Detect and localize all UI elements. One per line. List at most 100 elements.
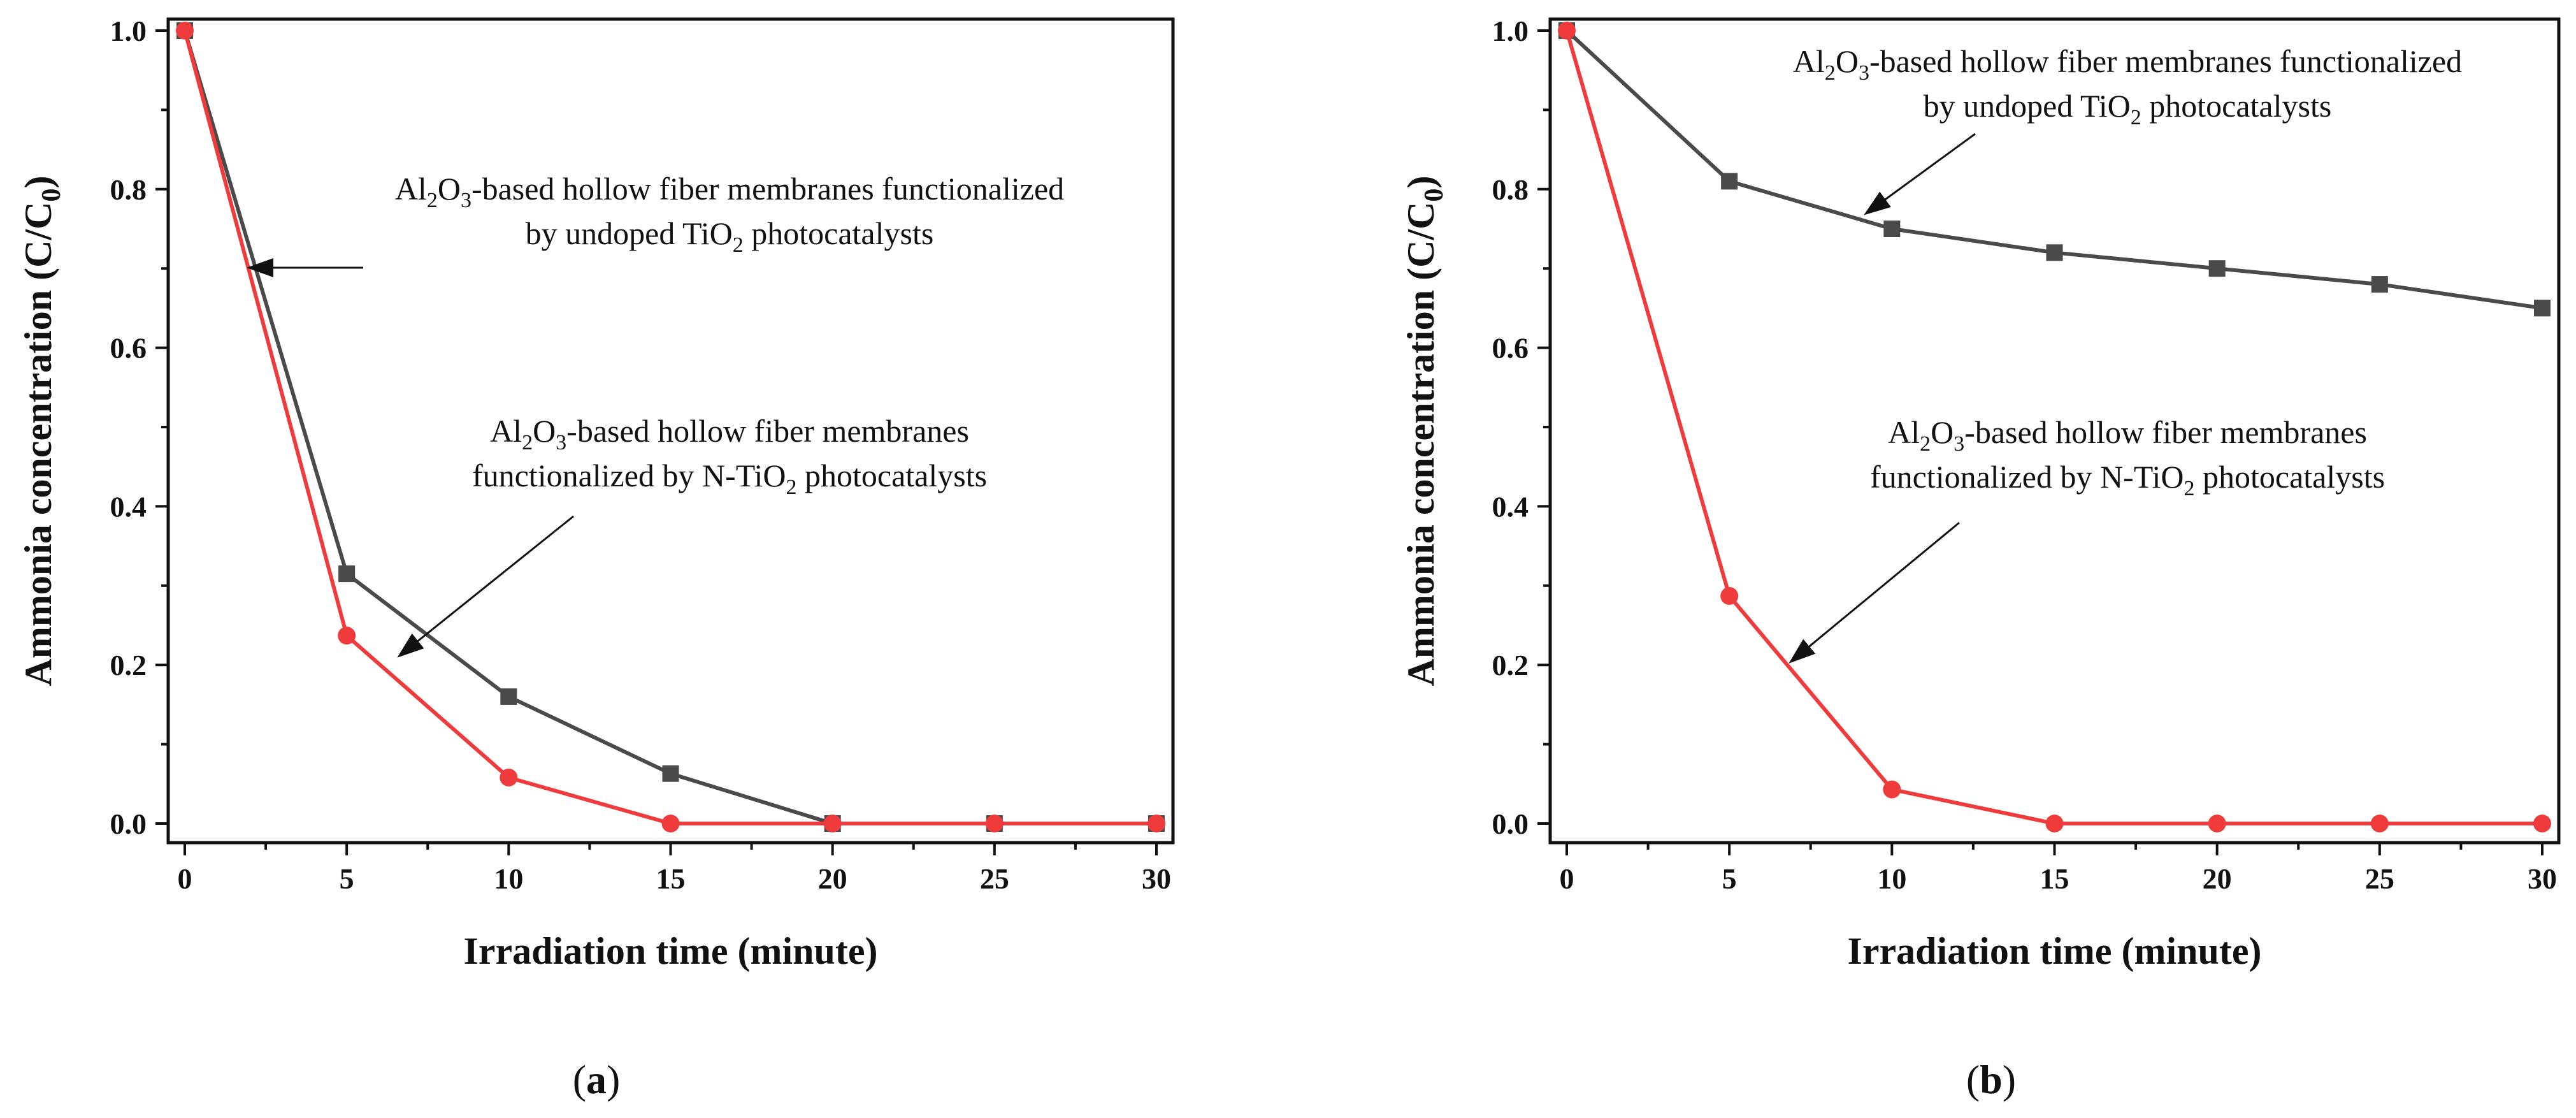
x-tick-label: 10: [494, 862, 523, 895]
text-run: -based hollow fiber membranes functional…: [1869, 43, 2462, 79]
text-run: (: [1966, 1057, 1980, 1102]
text-run: (: [573, 1057, 586, 1102]
subscript: 2: [522, 431, 533, 454]
annotation-line: Al2O3-based hollow fiber membranes: [490, 413, 969, 454]
text-run: ): [607, 1057, 620, 1102]
x-tick-label: 25: [2365, 862, 2394, 895]
text-run: O: [1836, 43, 1859, 79]
y-tick-label: 0.8: [1492, 173, 1529, 206]
x-axis-title: Irradiation time (minute): [1848, 930, 2262, 972]
annotation-arrow: [1864, 133, 1976, 215]
text-run: ): [17, 176, 59, 189]
text-run: O: [533, 413, 556, 449]
text-run: photocatalysts: [796, 458, 987, 493]
subscript: 3: [461, 189, 471, 212]
text-run: -based hollow fiber membranes: [1964, 414, 2367, 450]
data-point-square: [500, 688, 517, 705]
subscript: 2: [786, 476, 796, 499]
data-point-square: [1883, 221, 1901, 237]
text-run: -based hollow fiber membranes functional…: [471, 171, 1064, 207]
x-tick-label: 20: [2203, 862, 2232, 895]
text-run: by undoped TiO: [1924, 88, 2131, 124]
data-point-circle: [1148, 815, 1165, 832]
subscript: 0: [1420, 189, 1449, 202]
text-run: ): [2003, 1057, 2016, 1102]
x-tick-label: 30: [2528, 862, 2557, 895]
x-tick-label: 10: [1877, 862, 1906, 895]
y-tick-label: 0.6: [1492, 332, 1529, 365]
subscript: 0: [37, 189, 66, 202]
x-axis-title: Irradiation time (minute): [464, 930, 878, 972]
annotation-line: Al2O3-based hollow fiber membranes funct…: [1793, 43, 2462, 85]
x-tick-label: 15: [2040, 862, 2069, 895]
annotation-line: functionalized by N-TiO2 photocatalysts: [472, 458, 987, 499]
y-axis-title: Ammonia concentration (C/C0): [1400, 176, 1449, 686]
data-point-circle: [338, 627, 356, 645]
text-run: Al: [490, 413, 522, 449]
y-tick-label: 0.0: [1492, 808, 1529, 840]
text-run: photocatalysts: [2194, 459, 2385, 495]
annotation-line: by undoped TiO2 photocatalysts: [1924, 88, 2332, 129]
data-point-square: [662, 765, 679, 782]
subscript: 2: [1920, 432, 1931, 456]
y-tick-label: 0.8: [110, 173, 147, 206]
subscript: 2: [733, 233, 744, 257]
data-point-circle: [661, 815, 680, 832]
subscript: 3: [1859, 61, 1869, 85]
annotation-line: by undoped TiO2 photocatalysts: [526, 215, 934, 257]
annotation-line: functionalized by N-TiO2 photocatalysts: [1870, 459, 2385, 500]
data-point-circle: [823, 815, 842, 832]
x-tick-label: 30: [1142, 862, 1171, 895]
text-run: functionalized by N-TiO: [472, 458, 786, 493]
annotation-arrow: [397, 515, 574, 658]
chart-panel-b: 0 5 10 15 20 25 300.00.20.40.60.81.0Al2O3-base…: [1400, 15, 2561, 1102]
y-tick-label: 0.2: [1492, 649, 1529, 681]
subscript: 2: [1825, 61, 1836, 85]
data-point-square: [2208, 260, 2226, 277]
data-point-square: [1721, 173, 1738, 190]
data-point-circle: [2208, 815, 2226, 832]
data-point-circle: [2370, 815, 2389, 832]
data-point-circle: [2045, 815, 2064, 832]
data-point-circle: [500, 768, 518, 787]
x-tick-label: 20: [818, 862, 847, 895]
text-run: functionalized by N-TiO: [1870, 459, 2184, 495]
x-tick-label: 0: [1560, 862, 1574, 895]
data-point-square: [2371, 276, 2388, 293]
data-point-circle: [1720, 586, 1739, 605]
data-point-circle: [1883, 780, 1901, 799]
y-axis-title-group: Ammonia concentration (C/C0): [1400, 176, 1449, 686]
y-tick-label: 0.4: [1492, 490, 1529, 523]
y-tick-label: 1.0: [1492, 15, 1529, 47]
annotation-arrow: [1788, 521, 1960, 664]
annotation-line: Al2O3-based hollow fiber membranes funct…: [395, 171, 1064, 212]
text-run: photocatalysts: [2141, 88, 2332, 124]
y-axis-title: Ammonia concentration (C/C0): [17, 176, 66, 686]
y-axis-title-group: Ammonia concentration (C/C0): [17, 176, 66, 686]
data-point-square: [2046, 244, 2063, 261]
text-run: photocatalysts: [744, 215, 934, 251]
panel-label: (a): [573, 1057, 621, 1102]
text-run: Al: [395, 171, 427, 207]
y-tick-label: 0.2: [110, 649, 147, 681]
y-tick-label: 0.4: [110, 490, 147, 523]
text-run: Al: [1888, 414, 1920, 450]
x-tick-label: 15: [656, 862, 686, 895]
data-point-square: [338, 565, 356, 583]
chart-panel-a: 0 5 10 15 20 25 300.00.20.40.60.81.0Al2O3-base…: [17, 15, 1175, 1102]
subscript: 2: [427, 189, 438, 212]
text-run: O: [1931, 414, 1954, 450]
x-tick-label: 5: [1722, 862, 1737, 895]
subscript: 2: [2131, 106, 2141, 129]
data-point-square: [2534, 300, 2551, 317]
data-point-circle: [176, 22, 194, 40]
y-tick-label: 1.0: [110, 15, 147, 47]
annotation-line: Al2O3-based hollow fiber membranes: [1888, 414, 2367, 456]
text-run: O: [438, 171, 461, 207]
panel-label: (b): [1966, 1057, 2016, 1102]
text-run: Ammonia concentration (C/C: [17, 202, 59, 686]
text-run: by undoped TiO: [526, 215, 733, 251]
subscript: 3: [1954, 432, 1964, 456]
x-tick-label: 25: [980, 862, 1009, 895]
text-run: Ammonia concentration (C/C: [1400, 202, 1442, 686]
